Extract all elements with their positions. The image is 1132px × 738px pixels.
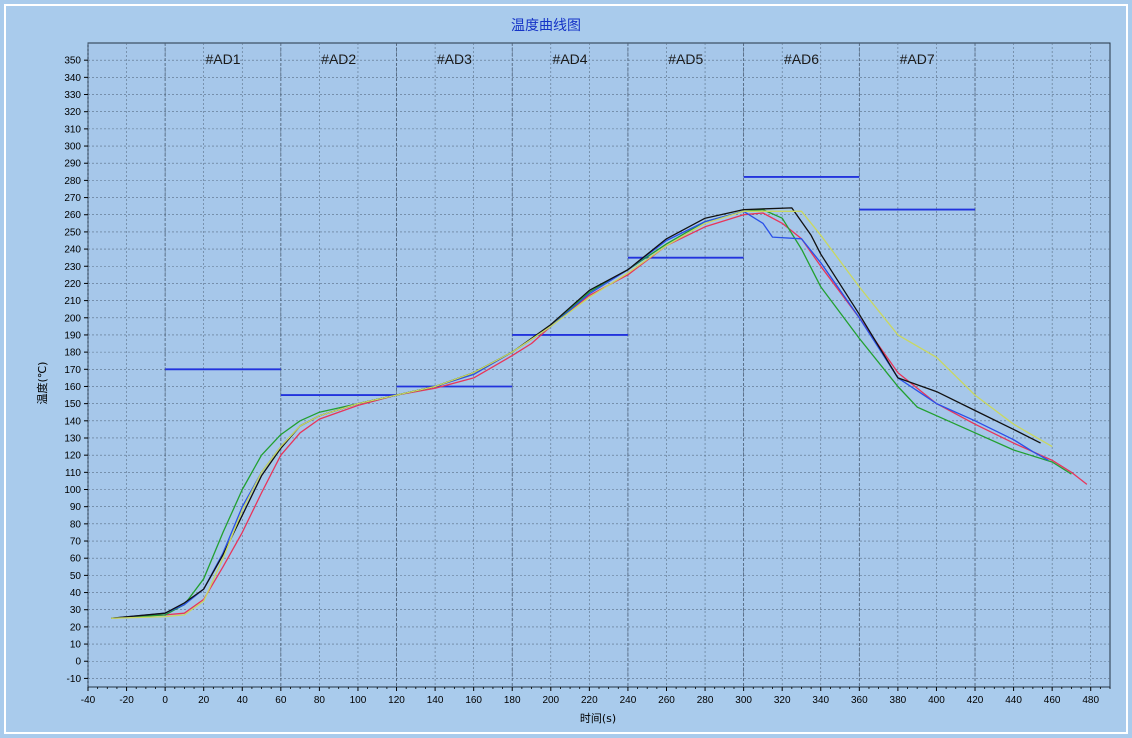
y-tick-label: 240 [64, 245, 81, 256]
y-tick-label: 260 [64, 210, 81, 221]
y-tick-label: 250 [64, 227, 81, 238]
y-tick-label: 290 [64, 159, 81, 170]
y-tick-label: 90 [70, 502, 82, 513]
y-tick-label: 310 [64, 124, 81, 135]
x-tick-label: 140 [427, 695, 444, 706]
y-tick-label: 150 [64, 399, 81, 410]
x-tick-label: 340 [812, 695, 829, 706]
x-tick-label: 300 [735, 695, 752, 706]
x-tick-label: 60 [275, 695, 287, 706]
y-tick-label: 220 [64, 279, 81, 290]
y-tick-label: 170 [64, 365, 81, 376]
y-tick-label: 140 [64, 416, 81, 427]
x-tick-label: 160 [465, 695, 482, 706]
x-tick-label: 120 [388, 695, 405, 706]
zone-label: #AD1 [205, 51, 240, 67]
y-tick-label: 200 [64, 313, 81, 324]
y-tick-label: 80 [70, 519, 82, 530]
x-tick-label: 240 [620, 695, 637, 706]
y-tick-label: 160 [64, 382, 81, 393]
y-tick-label: 10 [70, 640, 82, 651]
y-tick-label: 330 [64, 90, 81, 101]
series-line [111, 208, 1072, 619]
x-tick-label: 200 [542, 695, 559, 706]
x-tick-label: 80 [314, 695, 326, 706]
y-tick-label: 230 [64, 262, 81, 273]
x-tick-label: 20 [198, 695, 210, 706]
y-tick-label: 50 [70, 571, 82, 582]
y-tick-label: 320 [64, 107, 81, 118]
y-axis-label: 温度(℃) [35, 362, 49, 405]
x-tick-label: 380 [890, 695, 907, 706]
y-tick-label: 340 [64, 73, 81, 84]
y-tick-label: 110 [65, 468, 81, 479]
y-tick-label: -10 [67, 674, 82, 685]
y-tick-label: 40 [70, 588, 82, 599]
zone-label: #AD3 [437, 51, 472, 67]
x-axis-label: 时间(s) [580, 712, 616, 725]
x-tick-label: 280 [697, 695, 714, 706]
zone-label: #AD5 [668, 51, 703, 67]
x-tick-label: 480 [1082, 695, 1099, 706]
y-tick-label: 280 [64, 176, 81, 187]
x-tick-label: 320 [774, 695, 791, 706]
x-tick-label: -20 [119, 695, 134, 706]
y-tick-label: 120 [64, 451, 81, 462]
plot-area [87, 42, 1111, 688]
setpoint-layer [165, 176, 976, 396]
y-tick-label: 300 [64, 142, 81, 153]
x-tick-label: 260 [658, 695, 675, 706]
x-tick-label: 440 [1005, 695, 1022, 706]
series-line [111, 210, 1053, 619]
y-tick-label: 130 [64, 433, 81, 444]
y-tick-label: 180 [64, 348, 81, 359]
x-tick-label: 180 [504, 695, 521, 706]
y-tick-label: 60 [70, 554, 82, 565]
zone-label: #AD2 [321, 51, 356, 67]
x-tick-label: 420 [967, 695, 984, 706]
series-layer [111, 207, 1088, 619]
chart-title: 温度曲线图 [511, 18, 581, 34]
zone-label: #AD6 [784, 51, 819, 67]
y-tick-label: 190 [64, 330, 81, 341]
x-tick-label: 460 [1044, 695, 1061, 706]
x-tick-label: -40 [81, 695, 96, 706]
zone-label: #AD7 [900, 51, 935, 67]
x-tick-label: 220 [581, 695, 598, 706]
y-tick-label: 70 [70, 537, 82, 548]
x-tick-label: 400 [928, 695, 945, 706]
zone-label: #AD4 [553, 51, 588, 67]
y-tick-label: 210 [64, 296, 81, 307]
x-tick-label: 40 [237, 695, 249, 706]
y-tick-label: 20 [70, 622, 82, 633]
y-tick-label: 30 [70, 605, 82, 616]
x-tick-label: 360 [851, 695, 868, 706]
y-tick-label: 0 [75, 657, 81, 668]
y-tick-label: 270 [64, 193, 81, 204]
x-tick-label: 0 [162, 695, 168, 706]
axis-layer: -10 0 10 20 30 40 50 60 70 80 90 100 110 120 130 140 150… [64, 56, 1111, 706]
zone-layer: #AD1 #AD2 #AD3 #AD4 #AD5 #AD6 #AD7 [164, 43, 976, 687]
x-tick-label: 100 [350, 695, 367, 706]
series-line [111, 207, 1041, 619]
y-tick-label: 350 [64, 56, 81, 67]
y-tick-label: 100 [64, 485, 81, 496]
